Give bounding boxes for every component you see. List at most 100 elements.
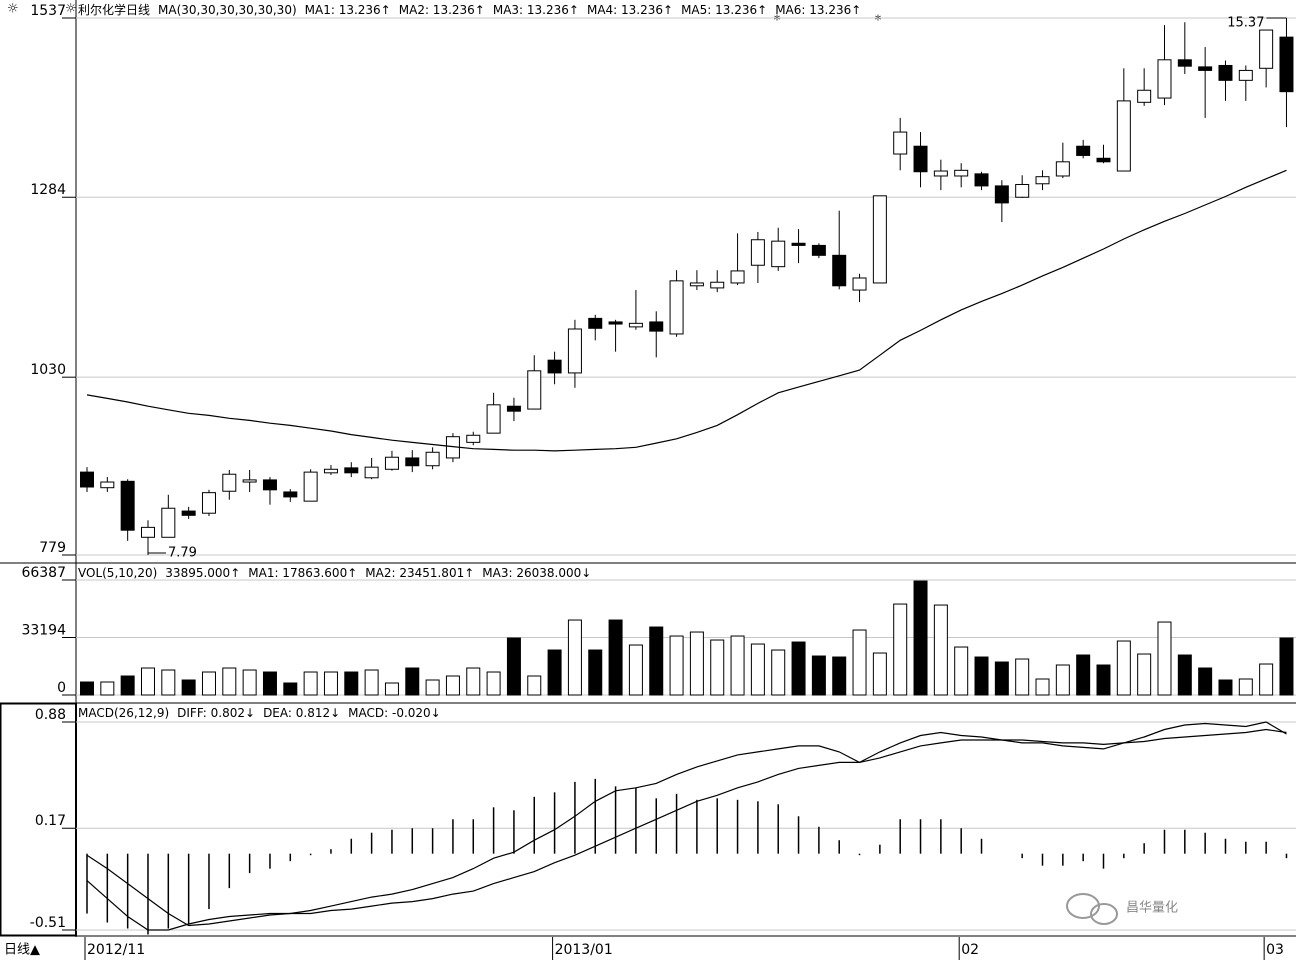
y-tick-label: 33194 [21,622,66,638]
candle-body [730,270,745,284]
volume-bar [974,656,989,696]
volume-bar [913,580,928,696]
candle-body [1218,64,1233,81]
volume-bar [486,671,501,696]
candle-body [974,173,989,187]
volume-bar [689,631,704,696]
volume-bar [1116,640,1131,696]
candle-body [181,510,196,516]
volume-bar [405,667,420,696]
volume-bar [811,655,826,696]
candle-body [1055,161,1070,177]
icon: ☼ [65,2,77,17]
volume-bar [445,675,460,696]
volume-bar [262,671,277,696]
volume-bar [608,619,623,696]
header-item: MA5: 13.236↑ [681,3,767,17]
panel-header: VOL(5,10,20) 33895.000↑ MA1: 17863.600↑ MA2… [78,566,591,580]
candle-body [588,317,603,329]
y-tick-label: 779 [39,540,66,556]
volume-bar [1015,658,1030,696]
panel-header: MACD(26,12,9) DIFF: 0.802↓ DEA: 0.812↓ MACD… [78,706,441,720]
volume-bar [1238,678,1253,696]
header-item: MA6: 13.236↑ [775,3,861,17]
header-item: MA1: 13.236↑ [305,3,391,17]
candle-body [913,145,928,173]
y-tick-label: 0.88 [35,707,66,723]
candle-body [547,359,562,374]
candle-body [649,321,664,332]
candle-body [344,467,359,474]
volume-bar [181,679,196,696]
candle-body [1157,59,1172,99]
volume-bar [547,649,562,696]
y-tick-label: 1030 [30,362,66,378]
candle-body [1035,176,1050,185]
volume-bar [364,669,379,696]
icon: ☼ [7,2,19,17]
ma-line [86,169,1287,452]
candle-body [1177,59,1192,67]
candle-body [710,281,725,289]
header-item: DEA: 0.812↓ [263,706,340,720]
candle-body [405,457,420,467]
candle-body [1279,36,1294,93]
y-tick-label: -0.51 [30,915,66,931]
candle-body [872,195,887,284]
candle-body [120,480,135,531]
candle-body [832,254,847,287]
candle-body [1076,145,1091,156]
volume-bar [1218,679,1233,696]
volume-bar [872,652,887,696]
volume-bar [242,669,257,696]
candle-body [364,466,379,479]
watermark-icon [1090,903,1118,925]
candle-body [1238,69,1253,81]
volume-bar [466,667,481,696]
x-tick-label: 2013/01 [555,942,613,958]
watermark: 昌华量化 [1066,893,1178,925]
y-tick-label: 66387 [21,565,66,581]
volume-bar [954,646,969,696]
candle-body [669,280,684,335]
header-item: MA4: 13.236↑ [587,3,673,17]
volume-bar [201,671,216,696]
candle-body [506,405,521,412]
volume-bar [283,682,298,696]
y-tick-label: 1284 [30,182,66,198]
candle-body [486,404,501,434]
volume-bar [1157,621,1172,696]
candle-body [771,240,786,268]
header-title: 利尔化学日线 [78,2,150,17]
candle-body [608,321,623,325]
candle-body [791,242,806,246]
candle-body [567,328,582,374]
volume-bar [140,667,155,696]
y-tick-label: 0.17 [35,813,66,829]
volume-bar [933,604,948,696]
annotation: 7.79 [168,546,197,561]
volume-bar [1177,654,1192,696]
volume-bar [222,667,237,696]
volume-bar [1035,678,1050,696]
volume-bar [120,675,135,696]
volume-bar [1279,637,1294,696]
y-tick-label: 0 [57,680,66,696]
candle-body [852,277,867,291]
candle-body [933,170,948,177]
watermark-text: 昌华量化 [1126,901,1178,916]
volume-bar [628,644,643,696]
x-tick-label: 2012/11 [87,942,145,958]
candle-body [161,507,176,538]
candle-body [1116,100,1131,172]
header-title: VOL(5,10,20) [78,566,157,580]
volume-bar [852,629,867,696]
volume-bar [100,681,115,696]
candle-body [262,479,277,491]
header-item: MA(30,30,30,30,30,30) [158,3,297,17]
candle-body [283,491,298,498]
header-item: MA1: 17863.600↑ [248,566,357,580]
volume-bar [893,603,908,696]
